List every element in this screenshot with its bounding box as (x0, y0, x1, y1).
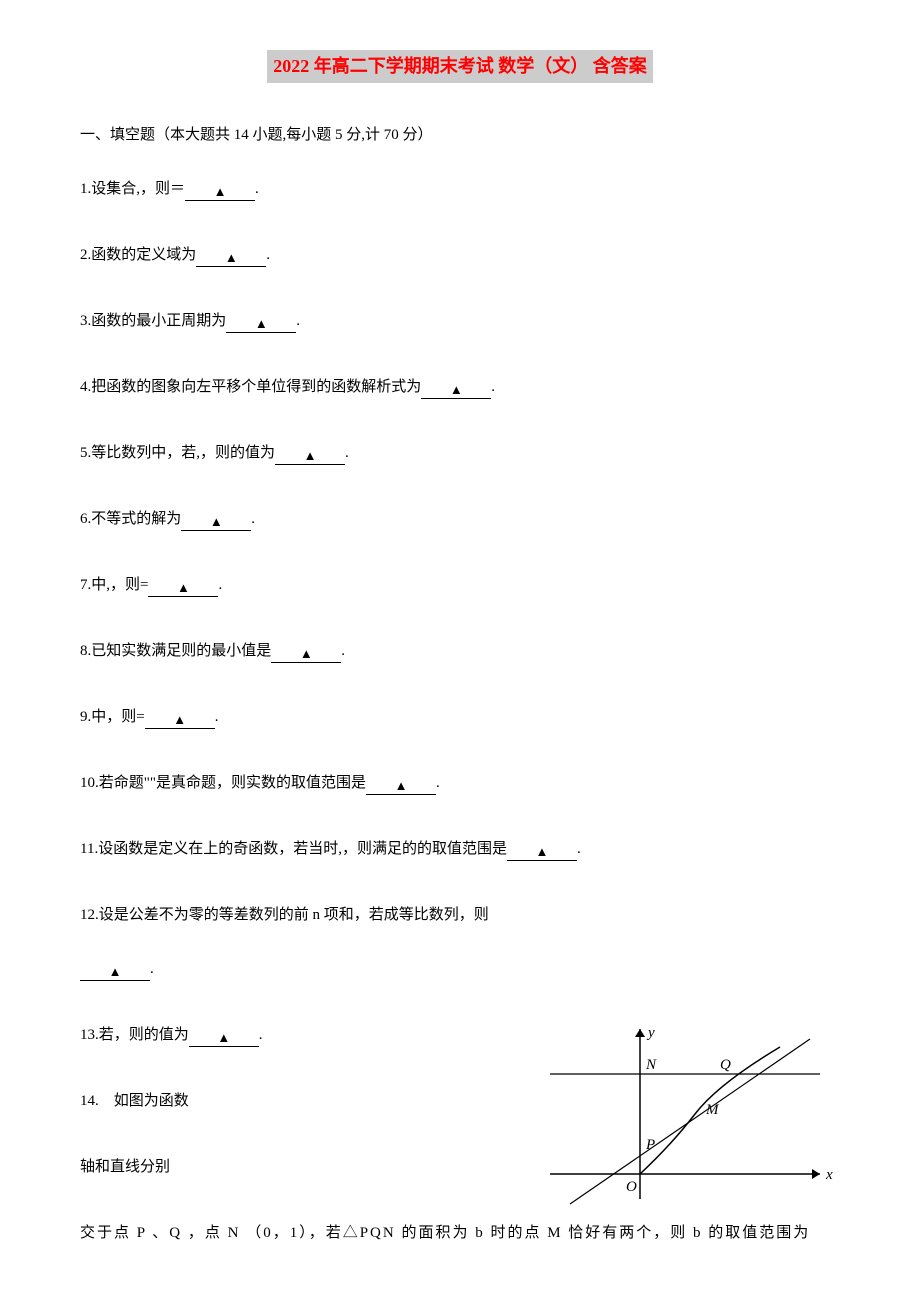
q7-blank: ▲ (148, 581, 218, 597)
q9-blank: ▲ (145, 713, 215, 729)
q4-suffix: . (491, 379, 495, 395)
q3-blank: ▲ (226, 317, 296, 333)
q1-blank: ▲ (185, 185, 255, 201)
q10-suffix: . (436, 775, 440, 791)
question-11: 11.设函数是定义在上的奇函数，若当时,，则满足的的取值范围是▲. (80, 837, 840, 861)
q6-blank: ▲ (181, 515, 251, 531)
q2-suffix: . (266, 247, 270, 263)
q14-last-line: 交于点 P 、Q ，点 N （0，1），若△PQN 的面积为 b 时的点 M 恰… (80, 1221, 840, 1245)
question-10: 10.若命题""是真命题，则实数的取值范围是▲. (80, 771, 840, 795)
q5-blank: ▲ (275, 449, 345, 465)
question-8: 8.已知实数满足则的最小值是▲. (80, 639, 840, 663)
section-header: 一、填空题（本大题共 14 小题,每小题 5 分,计 70 分） (80, 123, 840, 147)
q8-suffix: . (341, 643, 345, 659)
q11-blank: ▲ (507, 845, 577, 861)
q1-suffix: . (255, 181, 259, 197)
q3-prefix: 3.函数的最小正周期为 (80, 313, 226, 329)
question-12: 12.设是公差不为零的等差数列的前 n 项和，若成等比数列，则 ▲. (80, 903, 840, 981)
q13-prefix: 13.若，则的值为 (80, 1027, 189, 1043)
question-3: 3.函数的最小正周期为▲. (80, 309, 840, 333)
q8-blank: ▲ (271, 647, 341, 663)
q12-suffix: . (150, 961, 154, 977)
label-Q: Q (720, 1057, 731, 1073)
label-O: O (626, 1179, 637, 1195)
q2-blank: ▲ (196, 251, 266, 267)
label-P: P (645, 1137, 655, 1153)
x-arrow-icon (812, 1169, 820, 1179)
q1-prefix: 1.设集合,，则＝ (80, 181, 185, 197)
q12-prefix: 12.设是公差不为零的等差数列的前 n 项和，若成等比数列，则 (80, 903, 840, 927)
y-arrow-icon (635, 1029, 645, 1037)
q4-blank: ▲ (421, 383, 491, 399)
q9-prefix: 9.中，则= (80, 709, 145, 725)
exam-title: 2022 年高二下学期期末考试 数学（文） 含答案 (267, 50, 653, 83)
q7-suffix: . (218, 577, 222, 593)
question-9: 9.中，则=▲. (80, 705, 840, 729)
q8-prefix: 8.已知实数满足则的最小值是 (80, 643, 271, 659)
label-M: M (705, 1102, 720, 1118)
label-x: x (825, 1167, 833, 1183)
question-5: 5.等比数列中，若,，则的值为▲. (80, 441, 840, 465)
question-2: 2.函数的定义域为▲. (80, 243, 840, 267)
q5-prefix: 5.等比数列中，若,，则的值为 (80, 445, 275, 461)
function-graph: O x y N Q M P (530, 1019, 850, 1219)
q5-suffix: . (345, 445, 349, 461)
q13-suffix: . (259, 1027, 263, 1043)
q10-blank: ▲ (366, 779, 436, 795)
q11-suffix: . (577, 841, 581, 857)
q4-prefix: 4.把函数的图象向左平移个单位得到的函数解析式为 (80, 379, 421, 395)
q10-prefix: 10.若命题""是真命题，则实数的取值范围是 (80, 775, 366, 791)
question-7: 7.中,，则=▲. (80, 573, 840, 597)
q9-suffix: . (215, 709, 219, 725)
label-y: y (646, 1025, 655, 1041)
question-14: 14. 如图为函数 轴和直线分别 O x y N Q M P (80, 1089, 840, 1179)
q12-blank: ▲ (80, 965, 150, 981)
q13-blank: ▲ (189, 1031, 259, 1047)
question-4: 4.把函数的图象向左平移个单位得到的函数解析式为▲. (80, 375, 840, 399)
question-1: 1.设集合,，则＝▲. (80, 177, 840, 201)
q7-prefix: 7.中,，则= (80, 577, 148, 593)
q6-prefix: 6.不等式的解为 (80, 511, 181, 527)
q11-prefix: 11.设函数是定义在上的奇函数，若当时,，则满足的的取值范围是 (80, 841, 507, 857)
label-N: N (645, 1057, 657, 1073)
q6-suffix: . (251, 511, 255, 527)
q2-prefix: 2.函数的定义域为 (80, 247, 196, 263)
q3-suffix: . (296, 313, 300, 329)
question-6: 6.不等式的解为▲. (80, 507, 840, 531)
